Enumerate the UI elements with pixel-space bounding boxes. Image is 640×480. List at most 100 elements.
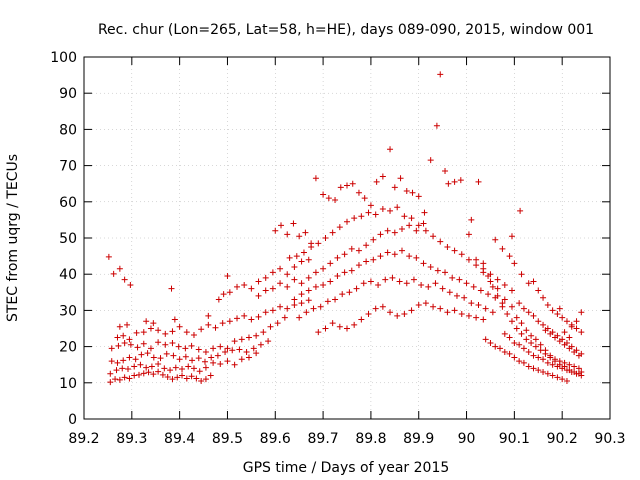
data-point [120,357,127,364]
data-point [355,262,362,269]
data-point [516,341,523,348]
data-point [427,263,434,270]
x-tick-label: 90.1 [499,431,530,447]
data-point [413,254,420,261]
data-point [348,245,355,252]
data-point [535,287,542,294]
data-point [113,367,120,374]
data-point [384,249,391,256]
data-point [222,349,229,356]
data-point [559,376,566,383]
data-point [327,278,334,285]
data-point [231,338,238,345]
data-point [212,324,219,331]
data-point [544,370,551,377]
data-point [124,321,131,328]
data-point [291,263,298,270]
data-point [124,366,131,373]
data-point [161,365,168,372]
data-point [573,325,580,332]
data-point [398,225,405,232]
data-point [549,361,556,368]
data-point [458,251,465,258]
data-point [220,291,227,298]
data-point [537,341,544,348]
data-point [535,367,542,374]
x-tick-label: 89.8 [355,431,386,447]
y-tick-label: 10 [59,376,77,392]
data-point [143,318,150,325]
data-point [208,354,215,361]
data-point [506,334,513,341]
data-point [346,289,353,296]
data-point [418,282,425,289]
data-point [198,326,205,333]
data-point [317,303,324,310]
data-point [525,280,532,287]
data-point [363,242,370,249]
data-point [312,283,319,290]
data-point [144,350,151,357]
data-point [420,260,427,267]
data-point [445,180,452,187]
data-point [372,211,379,218]
data-point [554,363,561,370]
data-point [308,244,315,251]
data-point [482,305,489,312]
data-point [322,235,329,241]
data-point [568,368,575,375]
data-point [312,269,319,276]
data-point [499,303,506,310]
data-point [140,370,147,377]
data-point [133,329,140,336]
data-point [150,354,157,361]
data-point [219,320,226,327]
data-point [210,359,217,366]
axis-ticks: 0 10 20 30 40 50 60 70 80 90 100 89.2 89.3 89.4 89.5 89… [50,50,625,447]
data-point [563,318,570,325]
data-point [274,320,281,327]
data-point [468,216,475,223]
data-point [425,283,432,290]
data-point [202,376,209,383]
data-point [556,358,563,365]
data-point [305,287,312,294]
data-point [189,357,196,364]
data-point [341,251,348,258]
data-point [269,269,276,276]
data-point [473,256,480,263]
data-point [487,278,494,285]
data-point [353,285,360,292]
data-point [127,341,134,348]
data-point [298,280,305,287]
y-tick-label: 40 [59,267,77,283]
data-point [327,260,334,267]
data-point [384,227,391,234]
data-point [523,327,530,334]
data-point [563,377,570,384]
data-point [492,236,499,243]
data-point [432,280,439,287]
data-point [155,339,162,346]
data-point [528,332,535,339]
data-point [437,71,444,78]
data-point [501,296,508,303]
data-point [108,358,115,365]
data-point [116,323,123,330]
data-point [339,291,346,298]
data-point [535,318,542,325]
data-point [284,271,291,278]
y-tick-label: 90 [59,86,77,102]
data-point [358,316,365,323]
data-point [365,209,372,216]
data-point [234,315,241,322]
data-point [195,355,202,362]
data-point [277,303,284,310]
data-point [305,274,312,281]
data-point [578,329,585,336]
data-point [451,247,458,254]
data-point [513,325,520,332]
data-point [422,227,429,234]
data-point [202,349,209,356]
data-point [480,269,487,276]
